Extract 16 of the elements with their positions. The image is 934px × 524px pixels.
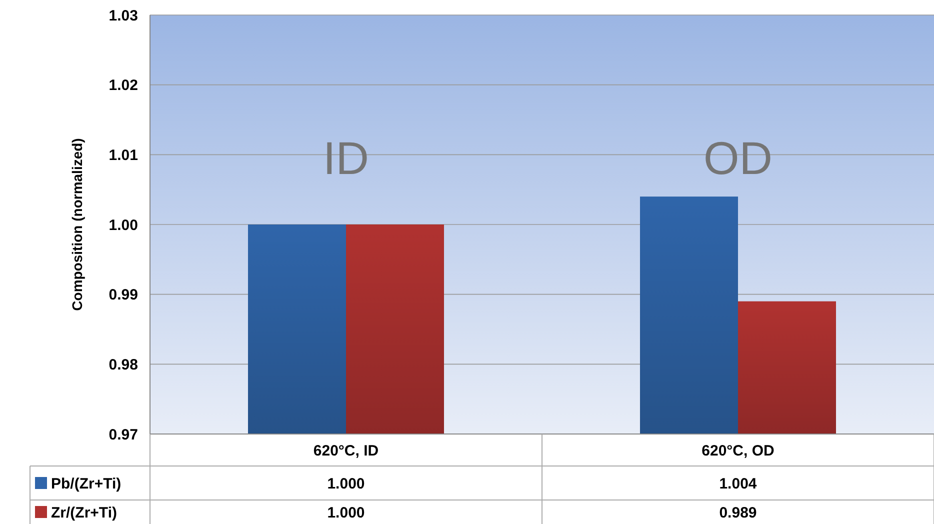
y-tick-label: 1.02 <box>108 77 138 94</box>
y-tick-label: 0.98 <box>108 356 138 374</box>
x-tick-label: 620°C, OD <box>702 442 775 460</box>
x-tick-label: 620°C, ID <box>313 442 379 460</box>
text: 1.000 <box>327 475 365 492</box>
y-tick-label: 0.97 <box>108 426 138 444</box>
y-axis-title: Composition (normalized) <box>69 138 85 311</box>
legend-label: Zr/(Zr+Ti) <box>51 504 117 522</box>
y-tick-label: 1.00 <box>108 216 138 234</box>
text: 0.989 <box>719 504 757 522</box>
y-tick-label: 0.99 <box>108 286 138 304</box>
y-tick-label: 1.03 <box>108 7 138 24</box>
text: 1.000 <box>327 504 365 522</box>
text: 1.004 <box>719 475 757 492</box>
y-tick-label: 1.01 <box>108 146 138 164</box>
legend-label: Pb/(Zr+Ti) <box>51 475 122 492</box>
